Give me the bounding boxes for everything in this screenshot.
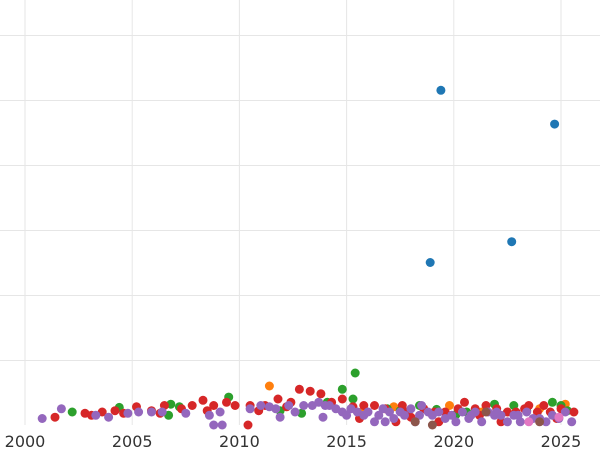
data-point <box>271 404 281 414</box>
data-point <box>123 408 133 418</box>
data-point <box>445 401 454 410</box>
data-points <box>37 85 579 430</box>
x-tick-label: 2025 <box>541 432 582 450</box>
data-point <box>305 386 315 396</box>
data-point <box>273 394 283 404</box>
data-point <box>380 417 390 427</box>
data-point <box>134 407 144 417</box>
data-point <box>547 397 557 407</box>
data-point <box>337 384 347 394</box>
data-point <box>535 417 545 427</box>
data-point <box>524 417 534 427</box>
data-point <box>410 417 420 427</box>
data-point <box>370 401 379 410</box>
data-point <box>209 420 219 430</box>
data-point <box>230 401 240 410</box>
data-point <box>222 397 231 407</box>
x-tick-label: 2010 <box>219 432 260 450</box>
data-point <box>481 407 491 417</box>
data-point <box>350 368 360 378</box>
data-point <box>451 417 461 427</box>
data-point <box>264 381 274 391</box>
data-point <box>492 407 502 417</box>
data-point <box>147 407 156 417</box>
data-point <box>56 404 66 414</box>
data-point <box>567 417 577 427</box>
data-point <box>284 401 294 410</box>
x-tick-label: 2005 <box>112 432 153 450</box>
data-point <box>187 401 197 410</box>
data-point <box>400 410 409 420</box>
data-point <box>204 410 214 420</box>
data-point <box>318 412 328 422</box>
data-point <box>417 401 427 410</box>
data-point <box>209 401 219 410</box>
data-point <box>466 410 476 420</box>
grid <box>0 0 600 425</box>
data-point <box>290 407 300 417</box>
data-point <box>337 394 347 404</box>
data-point <box>370 417 379 427</box>
data-point <box>560 407 570 417</box>
data-point <box>406 404 416 414</box>
data-point <box>502 417 512 427</box>
data-point <box>359 401 369 410</box>
data-point <box>91 410 101 420</box>
data-point <box>256 401 266 410</box>
data-point <box>67 407 77 417</box>
data-point <box>363 407 373 417</box>
data-point <box>275 412 285 422</box>
data-point <box>37 414 47 423</box>
data-point <box>50 412 60 422</box>
data-point <box>389 414 399 423</box>
data-point <box>320 401 330 410</box>
data-point <box>569 407 579 417</box>
data-point <box>447 410 457 420</box>
data-point <box>374 410 384 420</box>
data-point <box>434 407 444 417</box>
data-point <box>460 397 469 407</box>
x-tick-label: 2015 <box>326 432 367 450</box>
data-point <box>554 412 564 422</box>
data-point <box>316 389 326 399</box>
data-point <box>198 395 208 405</box>
data-point <box>181 408 191 418</box>
data-point <box>425 258 435 267</box>
data-point <box>104 412 114 422</box>
data-point <box>110 406 120 416</box>
data-point <box>385 407 394 417</box>
data-point <box>427 420 437 430</box>
data-point <box>550 119 560 129</box>
data-point <box>415 410 424 420</box>
data-point <box>243 420 253 430</box>
data-point <box>157 407 167 417</box>
x-tick-label: 2000 <box>5 432 46 450</box>
x-axis-ticks: 2000 2005 2010 2015 2020 2025 <box>5 432 582 450</box>
data-point <box>342 410 352 420</box>
data-point <box>215 407 225 417</box>
data-point <box>541 417 551 427</box>
data-point <box>477 417 487 427</box>
x-tick-label: 2020 <box>433 432 474 450</box>
data-point <box>294 384 304 394</box>
data-point <box>522 407 532 417</box>
data-point <box>217 420 227 430</box>
data-point <box>436 85 446 95</box>
data-point <box>299 401 309 410</box>
data-point <box>348 394 358 404</box>
data-point <box>513 410 523 420</box>
data-point <box>245 404 255 414</box>
data-point <box>457 407 467 417</box>
data-point <box>539 401 549 410</box>
data-point <box>507 237 517 247</box>
data-point <box>496 417 506 427</box>
